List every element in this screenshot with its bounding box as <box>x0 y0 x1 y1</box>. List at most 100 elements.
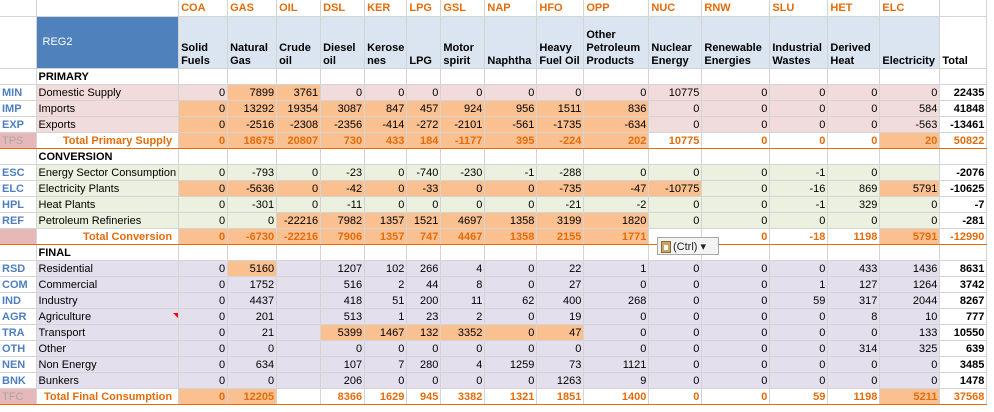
blank-cell[interactable] <box>364 68 408 85</box>
value-cell[interactable]: 0 <box>701 196 771 213</box>
value-cell[interactable]: 1752 <box>227 276 278 293</box>
total-value-cell[interactable]: 4467 <box>440 228 486 245</box>
blank-cell[interactable] <box>484 68 538 85</box>
value-cell[interactable]: 7982 <box>320 212 366 229</box>
blank-cell[interactable] <box>0 68 37 85</box>
value-cell[interactable]: 13292 <box>227 100 278 117</box>
value-cell[interactable]: 0 <box>769 100 829 117</box>
blank-cell[interactable] <box>320 68 366 85</box>
value-cell[interactable]: 9 <box>583 372 650 389</box>
blank-cell[interactable] <box>583 68 650 85</box>
fuel-name-elc[interactable]: Electricity <box>879 16 941 69</box>
row-label[interactable]: Imports <box>36 100 180 117</box>
blank-cell[interactable] <box>406 244 442 261</box>
fuel-name-dsl[interactable]: Diesel oil <box>320 16 366 69</box>
value-cell[interactable]: 0 <box>701 260 771 277</box>
value-cell[interactable]: -1 <box>769 164 829 181</box>
paste-options-button[interactable]: (Ctrl) ▾ <box>657 237 719 255</box>
value-cell[interactable]: 0 <box>879 356 941 373</box>
total-value-cell[interactable]: 0 <box>178 132 229 149</box>
value-cell[interactable] <box>276 324 322 341</box>
section-title[interactable]: PRIMARY <box>36 68 180 85</box>
value-cell[interactable]: 1263 <box>536 372 585 389</box>
total-label[interactable]: Total Conversion <box>36 228 180 245</box>
total-code[interactable]: TPS <box>0 132 37 149</box>
value-cell[interactable]: 23 <box>406 308 442 325</box>
blank-cell[interactable] <box>178 148 229 165</box>
grand-total-cell[interactable]: -12990 <box>939 228 988 245</box>
total-value-cell[interactable]: 395 <box>484 132 538 149</box>
row-total-cell[interactable]: 3742 <box>939 276 988 293</box>
blank-cell[interactable] <box>406 148 442 165</box>
value-cell[interactable]: 8 <box>440 276 486 293</box>
value-cell[interactable]: 0 <box>648 324 703 341</box>
value-cell[interactable]: 0 <box>484 340 538 357</box>
value-cell[interactable]: 0 <box>178 276 229 293</box>
fuel-code-ker[interactable]: KER <box>364 0 408 17</box>
value-cell[interactable]: 0 <box>484 372 538 389</box>
row-code[interactable]: COM <box>0 276 37 293</box>
value-cell[interactable]: 27 <box>536 276 585 293</box>
value-cell[interactable]: -1 <box>769 196 829 213</box>
value-cell[interactable]: 8 <box>827 308 881 325</box>
value-cell[interactable]: -740 <box>406 164 442 181</box>
value-cell[interactable]: 418 <box>320 292 366 309</box>
row-label[interactable]: Transport <box>36 324 180 341</box>
fuel-name-nuc[interactable]: Nuclear Energy <box>648 16 703 69</box>
value-cell[interactable]: 0 <box>648 164 703 181</box>
value-cell[interactable]: -735 <box>536 180 585 197</box>
value-cell[interactable]: -16 <box>769 180 829 197</box>
value-cell[interactable]: 1521 <box>406 212 442 229</box>
total-label[interactable]: Total Final Consumption <box>36 388 180 405</box>
value-cell[interactable]: 0 <box>827 116 881 133</box>
value-cell[interactable]: 0 <box>583 276 650 293</box>
blank-cell[interactable] <box>583 148 650 165</box>
total-value-cell[interactable]: 0 <box>827 132 881 149</box>
value-cell[interactable]: 0 <box>440 84 486 101</box>
value-cell[interactable]: 0 <box>827 356 881 373</box>
value-cell[interactable]: 0 <box>879 84 941 101</box>
blank-cell[interactable] <box>364 148 408 165</box>
total-value-cell[interactable]: 0 <box>769 132 829 149</box>
value-cell[interactable]: -634 <box>583 116 650 133</box>
value-cell[interactable]: 0 <box>879 372 941 389</box>
value-cell[interactable]: 0 <box>648 116 703 133</box>
value-cell[interactable]: -21 <box>536 196 585 213</box>
value-cell[interactable]: 0 <box>406 196 442 213</box>
total-value-cell[interactable]: 433 <box>364 132 408 149</box>
value-cell[interactable]: 329 <box>827 196 881 213</box>
row-total-cell[interactable]: 8631 <box>939 260 988 277</box>
value-cell[interactable]: -272 <box>406 116 442 133</box>
row-total-cell[interactable]: -2076 <box>939 164 988 181</box>
blank-cell[interactable] <box>536 244 585 261</box>
total-value-cell[interactable]: 20807 <box>276 132 322 149</box>
value-cell[interactable]: 0 <box>227 372 278 389</box>
value-cell[interactable]: 869 <box>827 180 881 197</box>
value-cell[interactable]: -793 <box>227 164 278 181</box>
blank-cell[interactable] <box>178 244 229 261</box>
value-cell[interactable]: 133 <box>879 324 941 341</box>
value-cell[interactable]: 0 <box>701 372 771 389</box>
fuel-code-lpg[interactable]: LPG <box>406 0 442 17</box>
value-cell[interactable]: 73 <box>536 356 585 373</box>
value-cell[interactable]: 0 <box>879 196 941 213</box>
value-cell[interactable]: 5160 <box>227 260 278 277</box>
value-cell[interactable]: 1 <box>364 308 408 325</box>
value-cell[interactable]: -23 <box>320 164 366 181</box>
row-total-cell[interactable]: -281 <box>939 212 988 229</box>
blank-cell[interactable] <box>769 244 829 261</box>
blank-cell[interactable] <box>484 148 538 165</box>
value-cell[interactable]: 1358 <box>484 212 538 229</box>
row-label[interactable]: Agriculture <box>36 308 180 325</box>
value-cell[interactable]: -2101 <box>440 116 486 133</box>
value-cell[interactable]: 280 <box>406 356 442 373</box>
value-cell[interactable]: 836 <box>583 100 650 117</box>
value-cell[interactable]: 433 <box>827 260 881 277</box>
fuel-code-het[interactable]: HET <box>827 0 881 17</box>
row-total-cell[interactable]: -10625 <box>939 180 988 197</box>
fuel-name-rnw[interactable]: Renewable Energies <box>701 16 771 69</box>
value-cell[interactable]: 7 <box>364 356 408 373</box>
total-value-cell[interactable]: 10775 <box>648 132 703 149</box>
value-cell[interactable]: 634 <box>227 356 278 373</box>
value-cell[interactable]: 956 <box>484 100 538 117</box>
